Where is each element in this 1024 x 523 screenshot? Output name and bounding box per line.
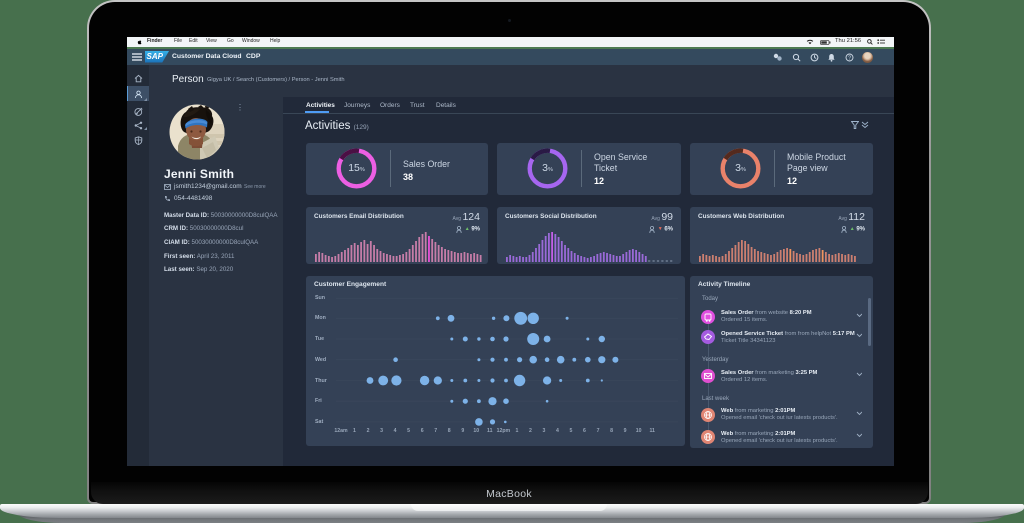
svg-text:?: ? <box>848 55 851 61</box>
